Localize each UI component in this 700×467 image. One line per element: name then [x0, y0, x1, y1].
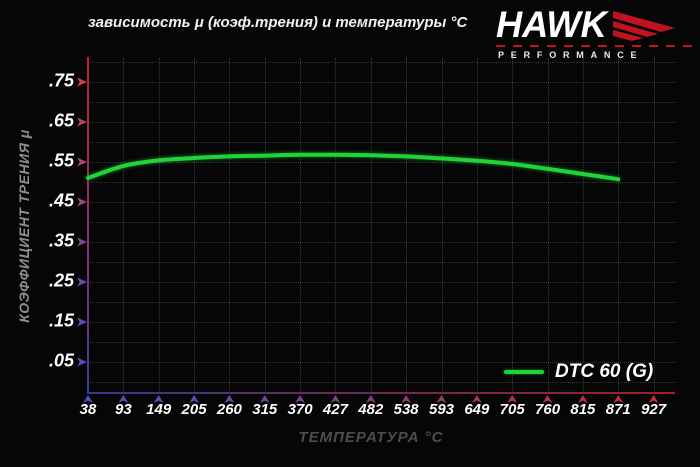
h-gridline	[88, 242, 675, 243]
x-axis-title: ТЕМПЕРАТУРА °C	[298, 429, 444, 446]
logo-brand-text: HAWK	[496, 4, 607, 45]
y-tick-label: .75	[48, 70, 74, 91]
h-gridline	[88, 322, 675, 323]
y-tick-arrow-icon	[77, 197, 87, 207]
y-tick-label: .55	[48, 150, 74, 171]
h-gridline	[88, 122, 675, 123]
x-tick-label: 38	[79, 401, 97, 418]
x-tick-arrow-icon	[401, 395, 412, 403]
v-gridline	[406, 58, 408, 392]
x-tick-label: 705	[499, 401, 525, 418]
logo-brand-row: HAWK	[496, 4, 692, 45]
x-tick-arrow-icon	[507, 395, 518, 403]
h-gridline	[88, 362, 675, 363]
v-gridline	[618, 58, 620, 392]
hawk-performance-logo: HAWK PERFORMANCE	[496, 4, 692, 60]
x-tick-label: 482	[358, 401, 384, 418]
v-gridline	[229, 58, 231, 392]
hawk-wing-icon	[613, 11, 676, 41]
x-tick-arrow-icon	[330, 395, 341, 403]
x-tick-arrow-icon	[259, 395, 270, 403]
v-gridline	[123, 58, 125, 392]
x-tick-label: 871	[605, 401, 631, 418]
v-gridline	[547, 58, 549, 392]
x-tick-label: 149	[146, 401, 172, 418]
x-tick-label: 927	[641, 401, 667, 418]
v-gridline	[653, 58, 655, 392]
y-tick-label: .45	[48, 190, 74, 211]
h-gridline	[88, 82, 675, 83]
v-gridline	[158, 58, 160, 392]
h-gridline	[88, 202, 675, 203]
x-tick-arrow-icon	[613, 395, 624, 403]
x-tick-arrow-icon	[648, 395, 659, 403]
h-gridline	[88, 62, 675, 63]
x-tick-arrow-icon	[542, 395, 553, 403]
v-gridline	[476, 58, 478, 392]
y-tick-arrow-icon	[77, 317, 87, 327]
y-tick-arrow-icon	[77, 157, 87, 167]
x-tick-arrow-icon	[189, 395, 200, 403]
v-gridline	[194, 58, 196, 392]
x-tick-label: 538	[393, 401, 419, 418]
y-tick-label: .05	[48, 350, 74, 371]
h-gridline	[88, 382, 675, 383]
y-tick-arrow-icon	[77, 77, 87, 87]
x-tick-arrow-icon	[577, 395, 588, 403]
x-tick-arrow-icon	[83, 395, 93, 403]
y-tick-label: .35	[48, 230, 74, 251]
v-gridline	[264, 58, 266, 392]
h-gridline	[88, 342, 675, 343]
h-gridline	[88, 102, 675, 103]
y-tick-arrow-icon	[77, 117, 87, 127]
y-axis-line	[87, 57, 89, 394]
x-tick-arrow-icon	[436, 395, 447, 403]
x-tick-label: 593	[428, 401, 455, 418]
logo-divider	[496, 45, 692, 47]
h-gridline	[88, 182, 675, 183]
v-gridline	[370, 58, 372, 392]
x-tick-label: 760	[535, 401, 561, 418]
x-tick-arrow-icon	[224, 395, 235, 403]
v-gridline	[441, 58, 443, 392]
h-gridline	[88, 282, 675, 283]
x-tick-label: 370	[287, 401, 313, 418]
x-tick-label: 427	[322, 401, 348, 418]
logo-tagline: PERFORMANCE	[498, 50, 644, 60]
y-tick-label: .25	[48, 270, 74, 291]
h-gridline	[88, 262, 675, 263]
v-gridline	[300, 58, 302, 392]
x-tick-label: 205	[181, 401, 207, 418]
x-tick-label: 815	[570, 401, 596, 418]
x-tick-arrow-icon	[153, 395, 164, 403]
legend: DTC 60 (G)	[504, 361, 653, 383]
y-tick-arrow-icon	[77, 357, 87, 367]
legend-series-label: DTC 60 (G)	[555, 361, 654, 382]
x-tick-arrow-icon	[118, 395, 129, 403]
y-tick-arrow-icon	[77, 237, 87, 247]
y-tick-arrow-icon	[77, 277, 87, 287]
x-tick-label: 93	[115, 401, 132, 418]
x-tick-arrow-icon	[295, 395, 306, 403]
x-axis-line	[87, 392, 675, 394]
x-tick-label: 649	[464, 401, 490, 418]
v-gridline	[582, 58, 584, 392]
h-gridline	[88, 142, 675, 143]
chart-title: зависимость μ (коэф.трения) и температур…	[88, 14, 468, 31]
x-tick-label: 315	[252, 401, 278, 418]
v-gridline	[335, 58, 337, 392]
y-tick-label: .15	[48, 310, 74, 331]
x-tick-arrow-icon	[471, 395, 482, 403]
y-tick-label: .65	[48, 110, 74, 131]
h-gridline	[88, 162, 675, 163]
legend-line-swatch	[504, 370, 544, 374]
x-tick-arrow-icon	[365, 395, 376, 403]
h-gridline	[88, 302, 675, 303]
h-gridline	[88, 222, 675, 223]
series-line	[86, 152, 621, 182]
x-tick-label: 260	[216, 401, 242, 418]
v-gridline	[512, 58, 514, 392]
